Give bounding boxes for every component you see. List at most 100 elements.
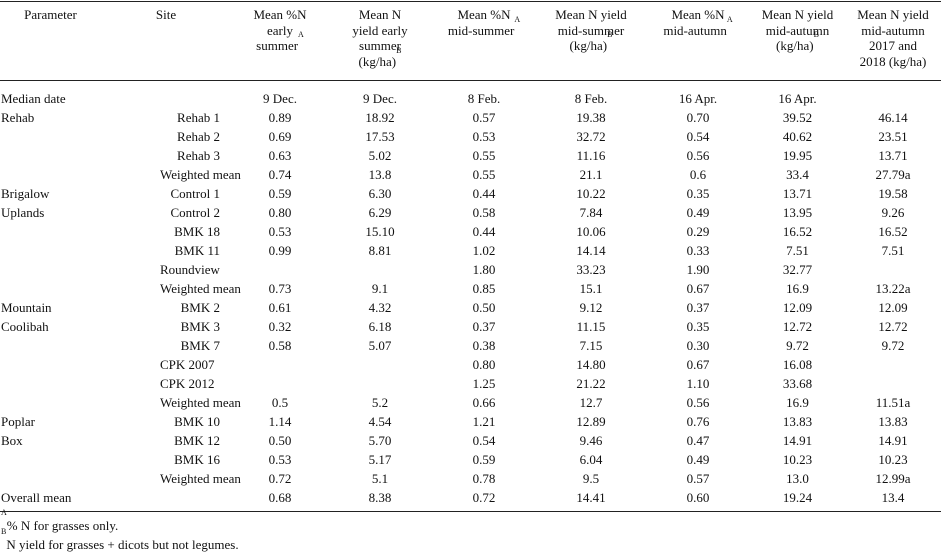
table-cell: 0.37 (686, 300, 710, 315)
table-cell: 11.51a (875, 395, 911, 410)
column-header: Parameter (0, 1, 100, 81)
row-site: BMK 12 (174, 433, 220, 448)
column-header-label: Parameter (24, 7, 77, 22)
table-cell: 19.24 (750, 488, 845, 512)
header-superscript: B (607, 30, 613, 39)
row-parameter (0, 146, 100, 165)
table-cell: 12.89 (576, 414, 606, 429)
table-cell: 33.4 (786, 167, 809, 182)
table-cell: 4.54 (368, 414, 392, 429)
column-header: Mean %N early summerA (232, 1, 328, 81)
table-cell (232, 260, 328, 279)
table-cell: 0.49 (686, 452, 710, 467)
table-cell: 10.06 (576, 224, 606, 239)
table-cell: 5.07 (368, 338, 392, 353)
table-cell (328, 260, 432, 279)
table-cell: 11.16 (576, 148, 606, 163)
table-cell: 0.50 (268, 433, 292, 448)
table-cell: 4.32 (368, 300, 392, 315)
row-parameter (0, 469, 100, 488)
table-cell: 12.09 (878, 300, 908, 315)
column-header: Mean %N mid-autumnA (646, 1, 750, 81)
table-cell: 8 Feb. (574, 91, 608, 106)
table-cell: 13.71 (878, 148, 908, 163)
table-cell: 0.54 (686, 129, 710, 144)
table-cell: 16.9 (786, 281, 809, 296)
row-parameter: Coolibah (1, 319, 49, 334)
row-site: BMK 7 (180, 338, 220, 353)
table-cell: 1.14 (268, 414, 292, 429)
table-cell: 32.77 (782, 262, 813, 277)
row-parameter: Overall mean (0, 488, 100, 512)
table-row: Brigalow Control 1 0.59 6.30 0.44 10.22 0.35 13… (0, 184, 941, 203)
table-cell: 14.14 (576, 243, 606, 258)
table-cell: 0.5 (271, 395, 289, 410)
table-cell: 0.29 (686, 224, 710, 239)
table-cell: 0.59 (472, 452, 496, 467)
table-cell: 0.68 (232, 488, 328, 512)
row-parameter (0, 393, 100, 412)
table-row: Coolibah BMK 3 0.32 6.18 0.37 11.15 0.35 12.72 1… (0, 317, 941, 336)
table-cell: 0.58 (472, 205, 496, 220)
row-parameter: Mountain (1, 300, 52, 315)
table-cell: 5.2 (371, 395, 389, 410)
table-cell: 14.41 (536, 488, 646, 512)
table-cell: 27.79a (875, 167, 911, 182)
table-cell: 0.89 (268, 110, 292, 125)
table-cell: 19.95 (782, 148, 813, 163)
table-cell: 21.1 (579, 167, 603, 182)
table-cell: 16 Apr. (678, 91, 718, 106)
table-cell: 14.80 (576, 357, 606, 372)
row-parameter (0, 222, 100, 241)
table-cell: 39.52 (782, 110, 813, 125)
row-site: Rehab 3 (177, 148, 220, 163)
table-row: Rehab 3 0.63 5.02 0.55 11.16 0.56 19.95 13.71 (0, 146, 941, 165)
table-cell: 0.73 (268, 281, 292, 296)
table-cell: 0.58 (268, 338, 292, 353)
table-cell: 16.08 (782, 357, 813, 372)
table-cell: 0.56 (686, 395, 710, 410)
table-cell: 0.6 (689, 167, 707, 182)
table-cell: 17.53 (365, 129, 395, 144)
table-cell (328, 374, 432, 393)
table-cell (328, 355, 432, 374)
table-cell: 9.72 (881, 338, 905, 353)
row-site: BMK 16 (174, 452, 220, 467)
row-site: Roundview (160, 262, 220, 277)
table-cell: 9.72 (786, 338, 809, 353)
table-row: Roundview 1.80 33.23 1.90 32.77 (0, 260, 941, 279)
row-site: Weighted mean (160, 167, 241, 182)
table-cell: 10.22 (576, 186, 606, 201)
row-site: BMK 2 (180, 300, 220, 315)
table-cell: 33.23 (576, 262, 606, 277)
row-parameter (0, 374, 100, 393)
table-cell: 5.70 (368, 433, 392, 448)
table-cell: 0.55 (472, 167, 496, 182)
footnote-text: N yield for grasses + dicots but not leg… (6, 537, 239, 552)
table-cell: 18.92 (365, 110, 395, 125)
table-cell: 12.72 (878, 319, 908, 334)
footnote-mark: A (1, 508, 7, 517)
table-cell: 7.84 (579, 205, 603, 220)
table-cell: 23.51 (878, 129, 908, 144)
table-cell: 13.83 (878, 414, 908, 429)
table-cell: 46.14 (878, 110, 908, 125)
table-cell: 0.38 (472, 338, 496, 353)
row-site: Control 2 (170, 205, 220, 220)
table-cell: 6.30 (368, 186, 392, 201)
table-cell: 0.67 (686, 281, 710, 296)
table-cell: 13.71 (782, 186, 813, 201)
table-cell: 19.38 (576, 110, 606, 125)
table-row: Overall mean 0.68 8.38 0.72 14.41 0.60 19.24 13… (0, 488, 941, 512)
table-cell: 0.44 (472, 186, 496, 201)
table-cell: 0.35 (686, 319, 710, 334)
table-cell: 1.21 (472, 414, 496, 429)
row-parameter (0, 279, 100, 298)
table-cell: 9.1 (371, 281, 389, 296)
table-row: CPK 2007 0.80 14.80 0.67 16.08 (0, 355, 941, 374)
row-site: BMK 3 (180, 319, 220, 334)
table-cell: 8.38 (328, 488, 432, 512)
